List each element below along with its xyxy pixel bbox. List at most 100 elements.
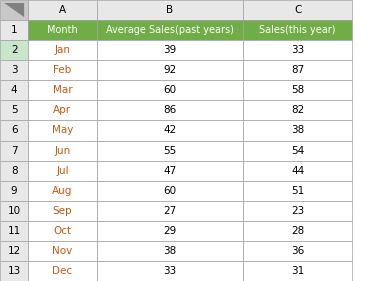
Bar (28, 80, 96, 100)
Bar (96, 100, 243, 121)
Text: 58: 58 (291, 85, 304, 95)
Bar (28, 261, 96, 281)
Text: 1: 1 (11, 25, 17, 35)
Text: 4: 4 (11, 85, 17, 95)
Bar (28, 201, 96, 221)
Bar (96, 140, 243, 160)
Text: Apr: Apr (53, 105, 71, 115)
Bar (0, 261, 28, 281)
Bar (96, 20, 243, 40)
Bar (0, 80, 28, 100)
Text: Sep: Sep (53, 206, 72, 216)
Bar (96, 221, 243, 241)
Bar (243, 241, 352, 261)
Bar (28, 241, 96, 261)
Bar (96, 261, 243, 281)
Text: 60: 60 (163, 186, 177, 196)
Bar (28, 160, 96, 181)
Text: 47: 47 (163, 166, 177, 176)
Bar (243, 160, 352, 181)
Bar (0, 121, 28, 140)
Bar (243, 140, 352, 160)
Text: 33: 33 (163, 266, 177, 276)
Text: Dec: Dec (53, 266, 73, 276)
Bar (243, 0, 352, 20)
Text: Sales(this year): Sales(this year) (259, 25, 336, 35)
Text: 39: 39 (163, 45, 177, 55)
Bar (28, 140, 96, 160)
Bar (0, 140, 28, 160)
Bar (96, 160, 243, 181)
Text: Feb: Feb (53, 65, 71, 75)
Bar (243, 181, 352, 201)
Text: 27: 27 (163, 206, 177, 216)
Text: 36: 36 (291, 246, 304, 256)
Bar (243, 100, 352, 121)
Bar (96, 201, 243, 221)
Text: 55: 55 (163, 146, 177, 156)
Text: Month: Month (47, 25, 78, 35)
Text: 8: 8 (11, 166, 17, 176)
Text: Nov: Nov (52, 246, 73, 256)
Bar (0, 241, 28, 261)
Text: 28: 28 (291, 226, 304, 236)
Text: 7: 7 (11, 146, 17, 156)
Bar (243, 20, 352, 40)
Bar (28, 0, 96, 20)
Bar (96, 0, 243, 20)
Polygon shape (4, 3, 24, 17)
Bar (0, 181, 28, 201)
Text: 54: 54 (291, 146, 304, 156)
Text: C: C (294, 5, 301, 15)
Bar (0, 60, 28, 80)
Bar (96, 121, 243, 140)
Bar (28, 60, 96, 80)
Bar (0, 20, 28, 40)
Text: 60: 60 (163, 85, 177, 95)
Bar (28, 181, 96, 201)
Text: 11: 11 (8, 226, 21, 236)
Bar (0, 160, 28, 181)
Text: 23: 23 (291, 206, 304, 216)
Text: 38: 38 (163, 246, 177, 256)
Bar (28, 20, 96, 40)
Text: May: May (52, 125, 73, 135)
Bar (96, 40, 243, 60)
Bar (243, 201, 352, 221)
Bar (28, 40, 96, 60)
Text: Average Sales(past years): Average Sales(past years) (106, 25, 234, 35)
Bar (28, 100, 96, 121)
Bar (243, 261, 352, 281)
Text: Mar: Mar (53, 85, 72, 95)
Bar (243, 80, 352, 100)
Bar (28, 121, 96, 140)
Bar (0, 100, 28, 121)
Bar (243, 221, 352, 241)
Text: 44: 44 (291, 166, 304, 176)
Text: Aug: Aug (52, 186, 73, 196)
Text: 2: 2 (11, 45, 17, 55)
Bar (96, 80, 243, 100)
Bar (0, 40, 28, 60)
Text: Jan: Jan (54, 45, 70, 55)
Bar (28, 221, 96, 241)
Text: 9: 9 (11, 186, 17, 196)
Text: Jun: Jun (54, 146, 71, 156)
Bar (0, 221, 28, 241)
Bar (243, 40, 352, 60)
Text: 3: 3 (11, 65, 17, 75)
Bar (0, 201, 28, 221)
Text: Oct: Oct (53, 226, 71, 236)
Text: 42: 42 (163, 125, 177, 135)
Text: 82: 82 (291, 105, 304, 115)
Bar (96, 181, 243, 201)
Text: 29: 29 (163, 226, 177, 236)
Text: 31: 31 (291, 266, 304, 276)
Text: 5: 5 (11, 105, 17, 115)
Text: 10: 10 (8, 206, 21, 216)
Text: 13: 13 (8, 266, 21, 276)
Text: 38: 38 (291, 125, 304, 135)
Bar (96, 241, 243, 261)
Bar (0, 0, 28, 20)
Bar (243, 121, 352, 140)
